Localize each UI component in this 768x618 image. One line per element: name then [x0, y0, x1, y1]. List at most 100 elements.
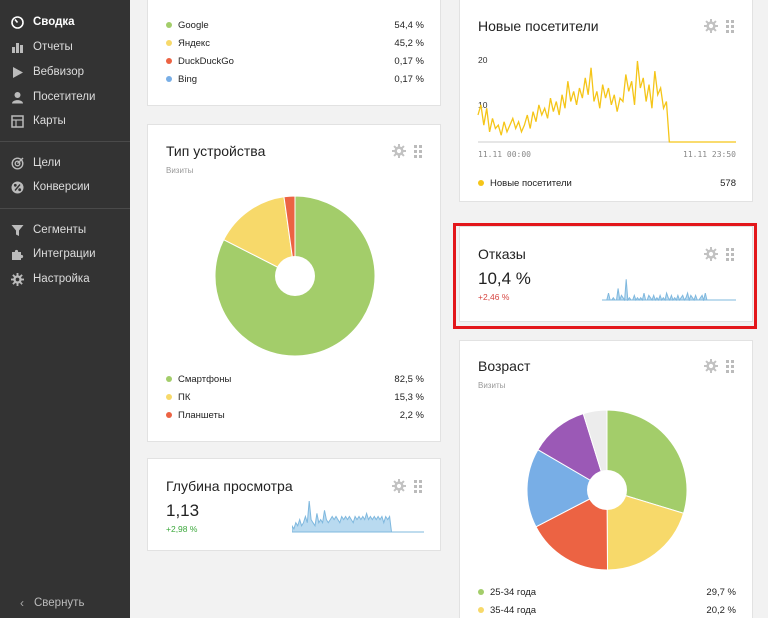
card-tools	[392, 479, 422, 493]
y-tick-label: 20	[478, 55, 488, 65]
card-title: Тип устройства	[166, 143, 266, 159]
target-icon	[10, 156, 24, 170]
legend-name: Новые посетители	[490, 177, 572, 189]
sidebar-item-label: Сводка	[33, 16, 75, 28]
card-subtitle: Визиты	[478, 381, 506, 390]
metric-delta: +2,98 %	[166, 524, 198, 534]
device-pie-chart	[214, 195, 376, 357]
age-pie-chart	[526, 409, 688, 571]
bar-chart-icon	[10, 40, 24, 54]
pie-slice[interactable]	[283, 195, 296, 277]
sidebar-item-webvisor[interactable]: Вебвизор	[0, 61, 130, 83]
sidebar-item-visitors[interactable]: Посетители	[0, 86, 130, 108]
legend-name: Google	[178, 19, 209, 31]
sidebar-item-conversions[interactable]: Конверсии	[0, 176, 130, 198]
bounce-sparkline	[602, 279, 736, 301]
new-visitors-card: Новые посетители 20 10 11.11 00:00 11.11…	[459, 0, 753, 202]
gear-icon[interactable]	[392, 479, 406, 493]
legend-dot	[166, 76, 172, 82]
metric-value: 1,13	[166, 501, 200, 520]
conversion-icon	[10, 180, 24, 194]
legend-row: Яндекс 45,2 %	[166, 35, 424, 51]
card-title: Возраст	[478, 358, 531, 374]
legend-name: DuckDuckGo	[178, 55, 234, 67]
legend-name: ПК	[178, 391, 191, 403]
sidebar-divider	[0, 141, 130, 142]
sidebar-item-reports[interactable]: Отчеты	[0, 36, 130, 58]
highlight-frame	[453, 223, 757, 329]
drag-handle-icon[interactable]	[726, 19, 734, 33]
legend-name: Bing	[178, 73, 198, 85]
legend-name: Планшеты	[178, 409, 225, 421]
sidebar-item-integrations[interactable]: Интеграции	[0, 243, 130, 265]
puzzle-icon	[10, 247, 24, 261]
pie-slice[interactable]	[606, 489, 685, 571]
gear-icon	[10, 272, 24, 286]
map-icon	[10, 114, 24, 128]
legend-dot	[166, 58, 172, 64]
pie-slice[interactable]	[223, 196, 296, 277]
pie-slice[interactable]	[606, 409, 688, 514]
gear-icon[interactable]	[704, 359, 718, 373]
legend-name: 35-44 года	[490, 604, 537, 616]
sidebar-item-maps[interactable]: Карты	[0, 110, 130, 132]
drag-handle-icon[interactable]	[414, 144, 422, 158]
collapse-label: Свернуть	[34, 597, 85, 609]
legend-row: Новые посетители 578	[478, 175, 736, 191]
drag-handle-icon[interactable]	[726, 247, 734, 261]
legend-dot	[166, 412, 172, 418]
legend-value: 2,2 %	[399, 409, 424, 421]
dashboard-gauge-icon	[10, 15, 24, 29]
legend-dot	[166, 376, 172, 382]
y-tick-label: 10	[478, 100, 488, 110]
pie-slice[interactable]	[582, 409, 608, 491]
sidebar-item-label: Посетители	[33, 91, 96, 103]
legend-dot	[478, 607, 484, 613]
drag-handle-icon[interactable]	[414, 479, 422, 493]
legend-dot	[166, 22, 172, 28]
legend-value: 29,7 %	[706, 586, 736, 598]
sparkline-area	[292, 500, 424, 533]
sparkline-area	[602, 279, 736, 301]
chevron-left-icon: ‹	[20, 596, 24, 610]
sidebar-item-label: Карты	[33, 115, 66, 127]
legend-value: 0,17 %	[394, 73, 424, 85]
device-type-card: Тип устройства Визиты Смартфоны 82,5 % П…	[147, 124, 441, 442]
gear-icon[interactable]	[704, 247, 718, 261]
sidebar-item-label: Сегменты	[33, 224, 87, 236]
sidebar-item-label: Отчеты	[33, 41, 73, 53]
card-subtitle: Визиты	[166, 166, 194, 175]
legend-value: 0,17 %	[394, 55, 424, 67]
x-tick-label: 11.11 23:50	[683, 150, 736, 159]
sidebar-item-goals[interactable]: Цели	[0, 152, 130, 174]
user-icon	[10, 90, 24, 104]
legend-row: 35-44 года 20,2 %	[478, 602, 736, 618]
sidebar-item-segments[interactable]: Сегменты	[0, 219, 130, 241]
sidebar-item-settings[interactable]: Настройка	[0, 268, 130, 290]
legend-dot	[166, 40, 172, 46]
x-tick-label: 11.11 00:00	[478, 150, 531, 159]
card-tools	[704, 19, 734, 33]
sidebar: Сводка Отчеты Вебвизор Посетители Карты …	[0, 0, 130, 618]
legend-row: DuckDuckGo 0,17 %	[166, 53, 424, 69]
sidebar-item-summary[interactable]: Сводка	[0, 11, 130, 33]
depth-sparkline	[292, 500, 424, 533]
collapse-sidebar-button[interactable]: ‹ Свернуть	[0, 592, 130, 614]
legend-row: 25-34 года 29,7 %	[478, 584, 736, 600]
gear-icon[interactable]	[704, 19, 718, 33]
metric-delta: +2,46 %	[478, 292, 510, 302]
legend-value: 54,4 %	[394, 19, 424, 31]
card-tools	[392, 144, 422, 158]
filter-funnel-icon	[10, 223, 24, 237]
pie-slice[interactable]	[535, 489, 609, 571]
legend-value: 45,2 %	[394, 37, 424, 49]
drag-handle-icon[interactable]	[726, 359, 734, 373]
pie-slice[interactable]	[526, 449, 609, 528]
series-line[interactable]	[477, 60, 736, 143]
legend-dot	[478, 589, 484, 595]
legend-value: 82,5 %	[394, 373, 424, 385]
age-card: Возраст Визиты 25-34 года 29,7 % 35-44 г…	[459, 340, 753, 618]
legend-value: 578	[720, 177, 736, 189]
card-tools	[704, 247, 734, 261]
gear-icon[interactable]	[392, 144, 406, 158]
